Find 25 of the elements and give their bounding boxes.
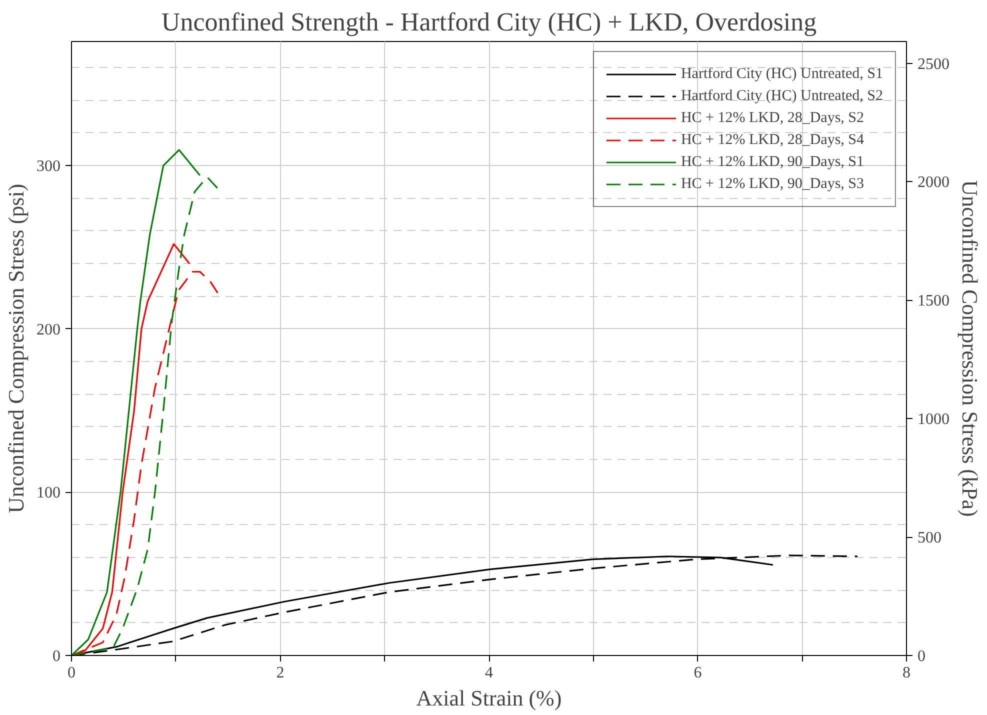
x-tick-label: 4 — [485, 664, 493, 682]
legend-label: HC + 12% LKD, 90_Days, S3 — [680, 176, 864, 192]
y2-tick-label: 1500 — [918, 292, 950, 310]
x-tick-label: 6 — [694, 664, 702, 682]
y2-tick-label: 1000 — [918, 411, 950, 428]
x-tick-label: 0 — [68, 664, 76, 682]
y2-axis-title: Unconfined Compression Stress (kPa) — [958, 180, 982, 517]
y-tick-label: 100 — [36, 484, 60, 502]
legend-label: Hartford City (HC) Untreated, S1 — [680, 66, 883, 82]
legend-label: HC + 12% LKD, 28_Days, S4 — [680, 132, 864, 148]
y-tick-label: 300 — [36, 158, 60, 176]
legend-label: HC + 12% LKD, 90_Days, S1 — [680, 154, 864, 170]
y-tick-label: 200 — [36, 321, 60, 338]
y2-tick-label: 2500 — [918, 56, 950, 73]
y2-tick-label: 500 — [918, 530, 942, 547]
x-tick-label: 2 — [276, 664, 284, 682]
y-tick-label: 0 — [52, 648, 60, 665]
y2-tick-label: 2000 — [918, 174, 950, 192]
legend-label: HC + 12% LKD, 28_Days, S2 — [680, 110, 864, 126]
y2-tick-label: 0 — [918, 648, 926, 665]
x-tick-label: 8 — [902, 664, 910, 682]
y-axis-title: Unconfined Compression Stress (psi) — [4, 184, 28, 514]
x-axis-title: Axial Strain (%) — [416, 686, 562, 710]
legend-label: Hartford City (HC) Untreated, S2 — [680, 88, 883, 104]
chart-title: Unconfined Strength - Hartford City (HC) + LKD, Overdosing — [161, 8, 817, 36]
